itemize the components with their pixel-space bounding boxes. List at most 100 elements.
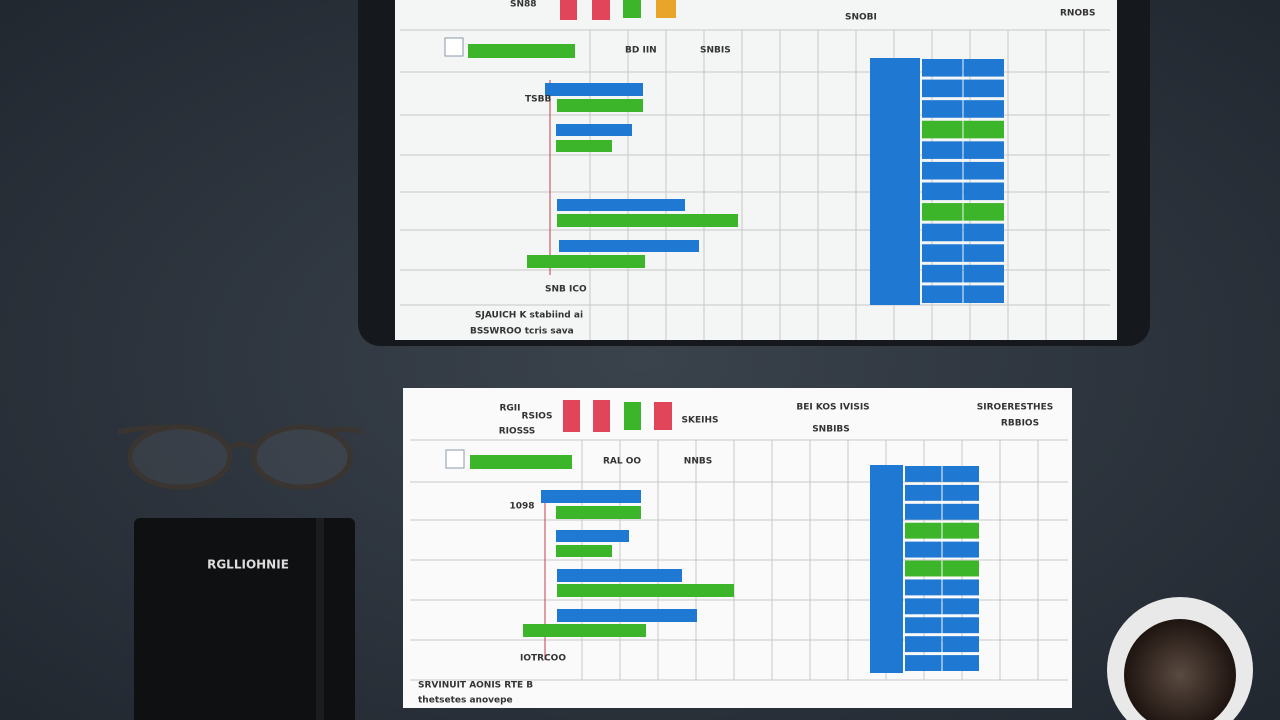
block: [922, 120, 963, 139]
legend-swatch: [624, 402, 641, 430]
label: SRVINUIT AONIS RTE B: [418, 681, 533, 691]
block: [922, 182, 963, 201]
block: [905, 617, 942, 634]
block: [963, 223, 1004, 242]
block: [963, 244, 1004, 262]
label: thetsetes anovepe: [418, 696, 513, 706]
bar-shape: [468, 44, 575, 58]
block: [942, 522, 979, 539]
bar-shape: [557, 99, 643, 112]
block: [922, 244, 963, 262]
label: SNB ICO: [545, 285, 587, 295]
bar-shape: [557, 569, 682, 582]
label: NNBS: [684, 457, 712, 467]
label: RBBIOS: [1001, 419, 1039, 429]
block: [922, 285, 963, 303]
legend-swatch: [563, 400, 580, 432]
label: SIROERESTHES: [977, 403, 1053, 413]
bar-shape: [557, 609, 697, 622]
label: IOTRCOO: [520, 654, 566, 664]
block: [905, 636, 942, 653]
label: RGII: [499, 404, 520, 414]
label: SKEIHS: [682, 416, 719, 426]
block: [905, 655, 942, 671]
bar-shape: [556, 140, 612, 152]
block: [942, 541, 979, 558]
label: SNOBI: [845, 13, 877, 23]
notebook-strap: [316, 518, 324, 720]
block: [905, 484, 942, 501]
block: [942, 617, 979, 634]
legend-swatch: [656, 0, 676, 18]
coffee: [1124, 619, 1236, 720]
bar-shape: [545, 83, 643, 96]
label: BSSWROO tcris sava: [470, 327, 574, 337]
label: TSBB: [525, 95, 551, 105]
block: [963, 100, 1004, 118]
bar-shape: [557, 214, 738, 227]
block: [905, 503, 942, 520]
block: [942, 636, 979, 653]
legend-swatch: [654, 402, 672, 430]
bar-shape: [556, 124, 632, 136]
label: RNOBS: [1060, 9, 1095, 19]
block: [942, 466, 979, 482]
block: [963, 59, 1004, 77]
block: [942, 579, 979, 596]
bar-shape: [556, 506, 641, 519]
block: [922, 79, 963, 98]
legend-swatch: [623, 0, 641, 18]
block: [963, 120, 1004, 139]
bar-shape: [556, 545, 612, 557]
block: [905, 522, 942, 539]
block: [942, 503, 979, 520]
label: SN88: [510, 0, 537, 10]
bar-shape: [541, 490, 641, 503]
block: [922, 59, 963, 77]
notebook-title: RGLLIOHNIE: [207, 558, 289, 572]
block: [963, 182, 1004, 201]
legend-swatch: [593, 400, 610, 432]
block: [922, 100, 963, 118]
tall-column: [870, 465, 903, 673]
label: RIOSSS: [499, 427, 536, 437]
block: [922, 223, 963, 242]
block: [922, 161, 963, 180]
label: RSIOS: [522, 412, 553, 422]
bar-shape: [559, 240, 699, 252]
label: BEI KOS IVISIS: [796, 403, 869, 413]
legend-swatch: [560, 0, 577, 20]
bar-shape: [470, 455, 572, 469]
tall-column: [870, 58, 920, 305]
block: [942, 598, 979, 615]
glasses: [117, 424, 363, 490]
bar-shape: [556, 530, 629, 542]
bar-shape: [557, 584, 734, 597]
block: [922, 203, 963, 221]
legend-swatch: [592, 0, 610, 20]
label: BD IIN: [625, 46, 657, 56]
bar-shape: [557, 199, 685, 211]
bar-shape: [527, 255, 645, 268]
icon: [444, 37, 464, 57]
notebook: [134, 518, 355, 720]
block: [963, 203, 1004, 221]
label: SJAUICH K stabiind ai: [475, 311, 583, 321]
tablet-chart: SN88 SNOBI RNOBS BD IIN SNBIS TSBB SNB ICO SJAU…: [400, 0, 1110, 340]
block: [922, 141, 963, 159]
block: [905, 466, 942, 482]
block: [963, 141, 1004, 159]
label: SNBIS: [700, 46, 731, 56]
block: [922, 264, 963, 283]
block: [942, 484, 979, 501]
block: [963, 264, 1004, 283]
block: [905, 541, 942, 558]
block: [905, 579, 942, 596]
label: 1098: [509, 502, 534, 512]
block: [942, 560, 979, 577]
block: [942, 655, 979, 671]
label: RAL OO: [603, 457, 641, 467]
label: SNBIBS: [812, 425, 850, 435]
